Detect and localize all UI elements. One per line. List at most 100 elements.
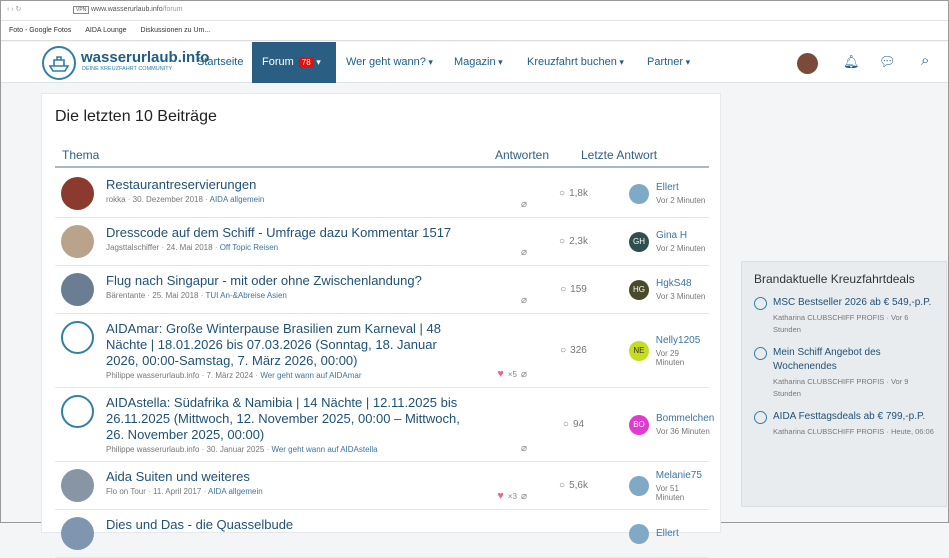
last-user[interactable]: Nelly1205 bbox=[655, 334, 701, 346]
url[interactable]: www.wasserurlaub.info/forum bbox=[91, 6, 182, 13]
header: Letzte Antwort bbox=[581, 148, 658, 162]
nav-item[interactable]: Kreuzfahrt buchen bbox=[517, 42, 634, 83]
nav-item[interactable]: Startseite bbox=[187, 42, 253, 83]
latest-posts: Die letzten 10 Beiträge Thema Antworten … bbox=[41, 93, 721, 558]
topic-title[interactable]: Flug nach Singapur - mit oder ohne Zwisc… bbox=[106, 273, 422, 288]
attachment: ⌀ bbox=[520, 247, 527, 258]
last-info: Ellert bbox=[656, 528, 679, 539]
heart: ♥ bbox=[497, 368, 504, 380]
header: Thema bbox=[62, 148, 100, 162]
topic-title[interactable]: AIDAmar: Große Winterpause Brasilien zum… bbox=[106, 321, 442, 368]
forum-link[interactable]: Off Topic Reisen bbox=[213, 243, 279, 252]
last-avatar: GH bbox=[629, 231, 649, 252]
attachment: ⌀ bbox=[520, 295, 527, 306]
bookmark[interactable]: AIDA Lounge bbox=[85, 27, 127, 34]
last-user[interactable]: Ellert bbox=[656, 528, 679, 539]
last-time: Vor 51 Minuten bbox=[655, 483, 685, 502]
post-row: Aida Suiten und weiteres Flo on Tour11. A… bbox=[55, 462, 709, 510]
deal-body: AIDA Festtagsdeals ab € 799,-p.P. Kathari… bbox=[773, 410, 934, 438]
last-user[interactable]: Bommelchen bbox=[656, 413, 715, 424]
forum-link[interactable]: AIDA allgemein bbox=[201, 487, 262, 496]
section-title: Die letzten 10 Beiträge bbox=[55, 108, 217, 125]
forum-link[interactable]: TUI An-&Abreise Asien bbox=[199, 291, 287, 300]
bookmark[interactable]: Foto - Google Fotos bbox=[9, 27, 72, 34]
date: 11. April 2017 bbox=[146, 487, 201, 496]
last-avatar bbox=[629, 183, 649, 204]
last-reply: Ellert bbox=[629, 523, 679, 544]
last-user[interactable]: Melanie75 bbox=[655, 469, 702, 481]
last-reply: GH Gina H Vor 2 Minuten bbox=[629, 230, 705, 253]
last-info: Ellert Vor 2 Minuten bbox=[656, 182, 705, 205]
nav-label: Startseite bbox=[197, 56, 244, 68]
author[interactable]: Flo on Tour bbox=[106, 487, 146, 496]
author[interactable]: Philippe wasserurlaub.info bbox=[106, 445, 200, 454]
deal-icon bbox=[754, 411, 767, 424]
last-user[interactable]: HgkS48 bbox=[656, 278, 692, 289]
search[interactable]: ⌕ bbox=[921, 52, 930, 69]
author[interactable]: Philippe wasserurlaub.info bbox=[106, 371, 200, 380]
topic: AIDAmar: Große Winterpause Brasilien zum… bbox=[106, 321, 471, 380]
last-user[interactable]: Gina H bbox=[656, 230, 688, 241]
navbar: wasserurlaub.info DEINE KREUZFAHRT COMMU… bbox=[1, 42, 948, 83]
bell[interactable]: 🔔︎ bbox=[843, 54, 860, 69]
post-row: AIDAstella: Südafrika & Namibia | 14 Näc… bbox=[55, 388, 714, 462]
deal-author: Katharina CLUBSCHIFF PROFIS bbox=[773, 427, 885, 436]
avatar bbox=[61, 177, 94, 210]
author[interactable]: rokka bbox=[106, 195, 126, 204]
author[interactable]: Bärentante bbox=[106, 291, 146, 300]
post-row: Restaurantreservierungen rokka30. Dezembe… bbox=[55, 170, 709, 218]
last-user[interactable]: Ellert bbox=[656, 182, 679, 193]
deal-icon bbox=[754, 297, 767, 310]
last-avatar bbox=[629, 475, 649, 496]
topic-title[interactable]: AIDAstella: Südafrika & Namibia | 14 Näc… bbox=[106, 395, 460, 442]
forum-link[interactable]: AIDA allgemein bbox=[203, 195, 264, 204]
nav-item[interactable]: Magazin bbox=[444, 42, 513, 83]
forum-link[interactable]: Wer geht wann auf AIDAmar bbox=[253, 371, 361, 380]
deal-title[interactable]: MSC Bestseller 2026 ab € 549,-p.P. bbox=[773, 297, 932, 308]
last-reply: NE Nelly1205 Vor 29 Minuten bbox=[629, 335, 709, 367]
last-avatar: BO bbox=[629, 414, 649, 435]
icons: ⌀ bbox=[471, 443, 531, 454]
initials: HG bbox=[633, 285, 645, 294]
deal-title[interactable]: Mein Schiff Angebot des Wochenendes bbox=[773, 347, 881, 372]
forum-link[interactable]: Wer geht wann auf AIDAstella bbox=[264, 445, 377, 454]
last-time: Vor 2 Minuten bbox=[656, 244, 706, 253]
nav-item[interactable]: Partner bbox=[637, 42, 700, 83]
topic-title[interactable]: Dies und Das - die Quasselbude bbox=[106, 517, 294, 532]
topic-title[interactable]: Dresscode auf dem Schiff - Umfrage dazu … bbox=[106, 225, 452, 240]
deal-body: Mein Schiff Angebot des Wochenendes Katha… bbox=[773, 346, 934, 400]
last-info: Bommelchen Vor 36 Minuten bbox=[656, 413, 714, 436]
deal-icon bbox=[754, 347, 767, 360]
sidebar: Brandaktuelle Kreuzfahrtdeals MSC Bestse… bbox=[741, 261, 947, 507]
deal-title[interactable]: AIDA Festtagsdeals ab € 799,-p.P. bbox=[773, 411, 926, 422]
topic-title[interactable]: Restaurantreservierungen bbox=[106, 177, 257, 192]
likes: ×3 bbox=[507, 492, 517, 501]
topic-meta: Philippe wasserurlaub.info30. Januar 202… bbox=[106, 445, 471, 454]
post-row: Dies und Das - die Quasselbude Ellert bbox=[55, 510, 709, 558]
chat[interactable]: 💬︎ bbox=[879, 54, 896, 69]
topic-meta: rokka30. Dezember 2018AIDA allgemein bbox=[106, 195, 471, 204]
user-avatar[interactable] bbox=[797, 53, 818, 74]
attachment: ⌀ bbox=[520, 443, 527, 454]
avatar bbox=[61, 395, 94, 428]
logo-title[interactable]: wasserurlaub.info bbox=[81, 49, 210, 66]
date: 30. Januar 2025 bbox=[199, 445, 264, 454]
bookmark[interactable]: Diskussionen zu Um... bbox=[140, 27, 211, 34]
reply-count: 159 bbox=[570, 284, 587, 295]
initials: BO bbox=[633, 420, 645, 429]
last-reply: Ellert Vor 2 Minuten bbox=[629, 182, 705, 205]
author[interactable]: Jagsttalschiffer bbox=[106, 243, 160, 252]
nav-item[interactable]: Forum 78 bbox=[252, 42, 336, 83]
topic: Flug nach Singapur - mit oder ohne Zwisc… bbox=[106, 273, 471, 306]
initials: NE bbox=[633, 346, 645, 355]
deal-meta: Katharina CLUBSCHIFF PROFISVor 9 Stunden bbox=[773, 376, 934, 400]
last-reply: BO Bommelchen Vor 36 Minuten bbox=[629, 413, 714, 436]
reply-icon: ○ bbox=[559, 480, 566, 491]
attachment: ⌀ bbox=[520, 369, 527, 380]
url-path: /forum bbox=[162, 6, 183, 13]
topic: Dies und Das - die Quasselbude bbox=[106, 517, 471, 550]
reply-count: 5,6k bbox=[569, 480, 588, 491]
topic-title[interactable]: Aida Suiten und weiteres bbox=[106, 469, 250, 484]
last-reply: HG HgkS48 Vor 3 Minuten bbox=[629, 278, 705, 301]
nav-item[interactable]: Wer geht wann? bbox=[336, 42, 443, 83]
